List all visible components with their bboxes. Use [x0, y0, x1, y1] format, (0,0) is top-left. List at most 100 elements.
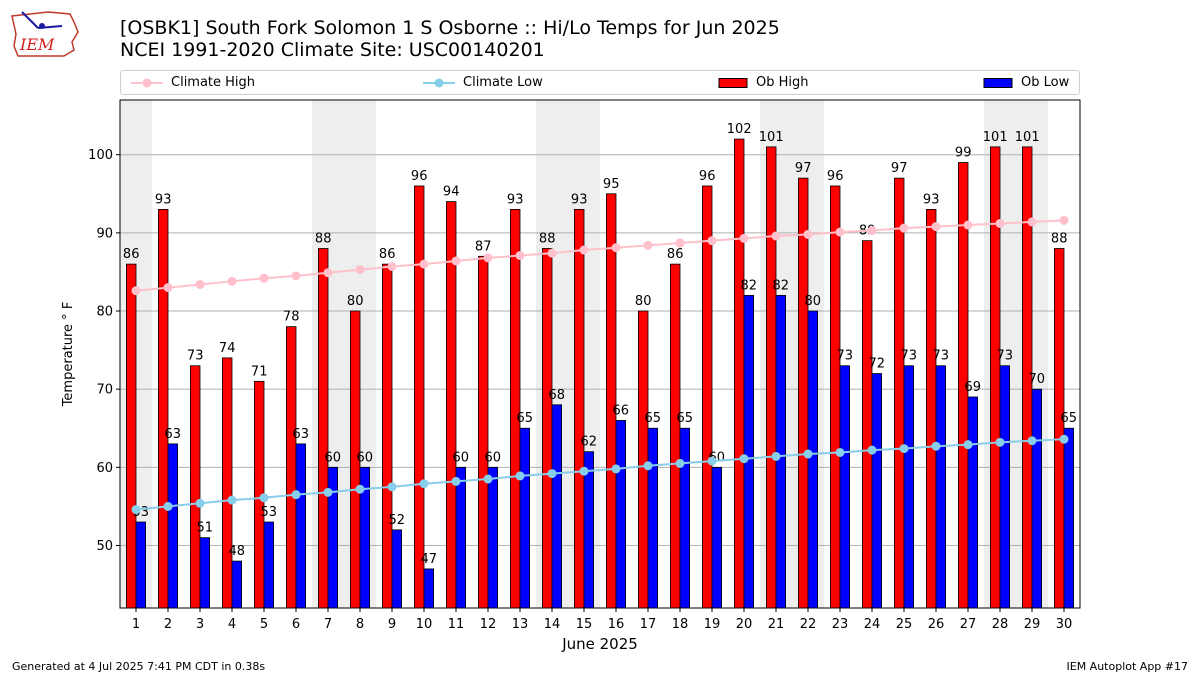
ob-low-bar	[263, 521, 275, 609]
climate-low-point	[515, 471, 525, 481]
climate-low-point	[675, 458, 685, 468]
climate-high-point	[835, 227, 845, 237]
x-tick-label: 3	[196, 617, 204, 632]
climate-low-point	[803, 449, 813, 459]
climate-low-point	[291, 490, 301, 500]
ob-high-value-label: 99	[955, 146, 972, 161]
ob-low-value-label: 73	[837, 349, 854, 364]
x-tick-label: 12	[480, 617, 497, 632]
ob-low-value-label: 73	[933, 349, 950, 364]
ob-high-bar	[702, 185, 713, 609]
ob-high-bar	[189, 365, 201, 609]
climate-low-point	[643, 461, 653, 471]
x-tick-label: 22	[800, 617, 817, 632]
climate-low-point	[163, 501, 173, 511]
x-tick-label: 16	[608, 617, 625, 632]
ob-high-bar	[221, 357, 233, 609]
climate-low-point	[611, 464, 621, 474]
climate-low-point	[867, 445, 877, 455]
climate-high-point	[707, 236, 717, 246]
climate-high-point	[227, 276, 237, 286]
x-tick-label: 6	[292, 617, 300, 632]
ob-high-value-label: 71	[251, 364, 268, 379]
ob-high-value-label: 88	[1051, 231, 1068, 246]
ob-high-value-label: 101	[759, 130, 784, 145]
x-tick-label: 1	[132, 617, 140, 632]
legend-label-ob-high: Ob High	[756, 75, 809, 90]
ob-high-bar	[381, 263, 393, 609]
ob-low-value-label: 60	[325, 450, 342, 465]
ob-high-value-label: 86	[123, 247, 140, 262]
climate-high-point	[1027, 217, 1037, 227]
ob-low-value-label: 53	[261, 505, 278, 520]
ob-low-value-label: 82	[741, 278, 758, 293]
climate-low-point	[419, 479, 429, 489]
climate-high-point	[739, 233, 749, 243]
ob-high-value-label: 78	[283, 310, 300, 325]
legend-label-climate-low: Climate Low	[463, 75, 543, 90]
climate-high-point	[963, 220, 973, 230]
ob-low-bar	[135, 521, 147, 609]
ob-low-bar	[455, 466, 467, 609]
legend-item-ob-high: Ob High	[718, 73, 809, 92]
ob-high-bar	[509, 209, 521, 609]
x-axis-label: June 2025	[561, 635, 638, 653]
ob-low-bar	[871, 373, 883, 609]
y-tick-label: 60	[96, 461, 113, 476]
x-tick-label: 2	[164, 617, 172, 632]
ob-low-bar	[423, 568, 435, 609]
climate-high-point	[995, 218, 1005, 228]
ob-high-bar	[894, 177, 905, 609]
ob-low-value-label: 60	[485, 450, 502, 465]
climate-low-point	[195, 498, 205, 508]
ob-high-value-label: 88	[539, 231, 556, 246]
ob-high-bar	[990, 146, 1001, 609]
x-tick-label: 14	[544, 617, 561, 632]
x-tick-label: 9	[388, 617, 396, 632]
climate-low-line	[135, 438, 1065, 511]
iem-logo: IEM	[11, 11, 79, 57]
climate-low-point	[387, 482, 397, 492]
climate-high-point	[867, 226, 877, 236]
ob-low-bar	[999, 365, 1011, 609]
climate-low-point	[1027, 436, 1037, 446]
ob-low-value-label: 62	[581, 435, 598, 450]
climate-low-point	[483, 474, 493, 484]
ob-high-value-label: 96	[411, 169, 428, 184]
ob-low-bar	[839, 365, 851, 609]
x-tick-label: 17	[640, 617, 657, 632]
chart-title: [OSBK1] South Fork Solomon 1 S Osborne :…	[120, 17, 780, 39]
climate-high-point	[803, 229, 813, 239]
ob-high-value-label: 93	[923, 192, 940, 207]
climate-high-point	[931, 222, 941, 232]
x-tick-label: 13	[512, 617, 529, 632]
ob-high-value-label: 101	[983, 130, 1008, 145]
climate-high-point	[515, 251, 525, 261]
ob-low-value-label: 65	[677, 411, 694, 426]
ob-low-value-label: 73	[997, 349, 1014, 364]
legend-swatch-climate-low	[423, 78, 455, 87]
ob-low-value-label: 51	[197, 521, 214, 536]
ob-high-bar	[1054, 248, 1065, 609]
ob-high-value-label: 86	[667, 247, 684, 262]
x-tick-label: 25	[896, 617, 913, 632]
climate-low-point	[323, 487, 333, 497]
climate-low-point	[259, 493, 269, 503]
logo-text: IEM	[19, 35, 55, 54]
x-tick-label: 21	[768, 617, 785, 632]
climate-high-line	[135, 219, 1065, 292]
ob-low-bar	[743, 294, 755, 609]
ob-low-bar	[711, 466, 723, 609]
ob-low-bar	[519, 427, 531, 609]
climate-high-point	[163, 283, 173, 293]
chart-subtitle: NCEI 1991-2020 Climate Site: USC00140201	[120, 39, 545, 61]
ob-low-value-label: 66	[613, 403, 630, 418]
climate-low-point	[1059, 434, 1069, 444]
x-tick-label: 30	[1056, 617, 1073, 632]
ob-high-bar	[574, 209, 585, 609]
ob-low-bar	[935, 365, 947, 609]
ob-low-value-label: 47	[421, 552, 438, 567]
ob-low-value-label: 52	[389, 513, 406, 528]
ob-low-value-label: 48	[229, 544, 246, 559]
